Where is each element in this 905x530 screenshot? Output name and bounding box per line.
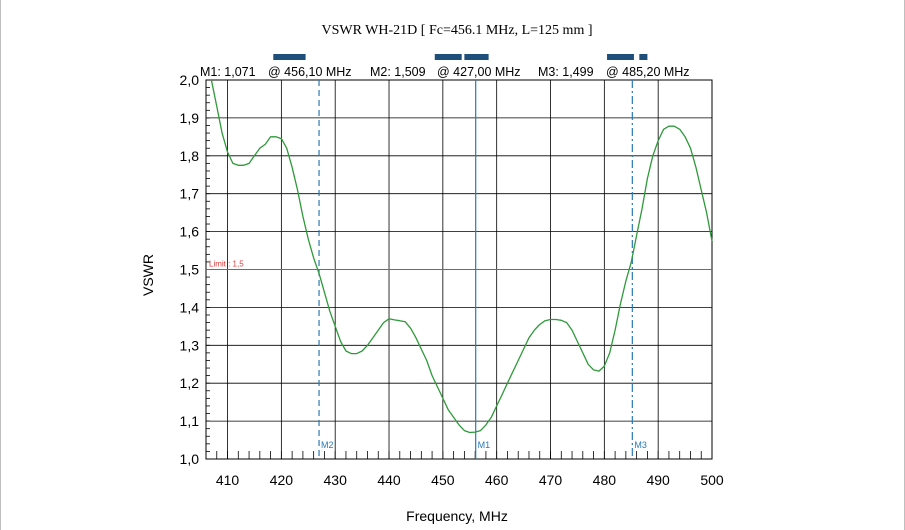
band-bar <box>273 54 306 60</box>
band-bar <box>464 54 489 60</box>
y-tick-labels: 1,0 1,1 1,2 1,3 1,4 1,5 1,6 1,7 1,8 1,9 2,0 <box>180 72 200 467</box>
marker-readouts: M1: 1,071 @ 456,10 MHz M2: 1,509 @ 427,00 M… <box>200 65 690 79</box>
y-tick-label: 1,9 <box>180 110 200 126</box>
y-tick-label: 1,2 <box>180 375 200 391</box>
x-tick-label: 430 <box>324 472 348 488</box>
x-tick-labels: 410 420 430 440 450 460 470 480 490 500 <box>216 472 724 488</box>
x-tick-label: 480 <box>593 472 617 488</box>
band-bar <box>639 54 648 60</box>
marker-readout-freq-m3: @ 485,20 MHz <box>606 65 690 79</box>
x-tick-label: 490 <box>646 472 670 488</box>
band-bar <box>434 54 462 60</box>
x-tick-label: 500 <box>700 472 724 488</box>
x-tick-label: 450 <box>431 472 455 488</box>
y-tick-label: 1,5 <box>180 262 200 278</box>
limit-label: Limit : 1,5 <box>209 260 244 269</box>
y-tick-label: 2,0 <box>180 72 200 88</box>
y-tick-label: 1,8 <box>180 148 200 164</box>
y-tick-label: 1,7 <box>180 186 200 202</box>
x-tick-label: 440 <box>377 472 401 488</box>
x-tick-label: 460 <box>485 472 509 488</box>
y-tick-label: 1,0 <box>180 451 200 467</box>
series-group <box>210 79 713 434</box>
marker-label-m2: M2 <box>321 440 334 450</box>
x-tick-label: 470 <box>539 472 563 488</box>
y-tick-label: 1,1 <box>180 413 200 429</box>
marker-readout-m3: M3: 1,499 <box>538 65 594 79</box>
y-axis-label: VSWR <box>140 254 156 296</box>
limit-line-group: Limit : 1,5 <box>206 260 712 270</box>
markers: M1 M2 M3 <box>318 80 647 459</box>
y-tick-label: 1,6 <box>180 224 200 240</box>
chart-title: VSWR WH-21D [ Fc=456.1 MHz, L=125 mm ] <box>321 23 592 38</box>
minor-ticks <box>205 87 713 459</box>
marker-readout-freq-m2: @ 427,00 MHz <box>437 65 521 79</box>
series-line-vswr <box>210 79 713 434</box>
x-tick-label: 420 <box>270 472 294 488</box>
x-tick-label: 410 <box>216 472 240 488</box>
y-tick-label: 1,4 <box>180 299 200 315</box>
marker-readout-m1: M1: 1,071 <box>200 65 256 79</box>
band-bars <box>273 54 648 60</box>
marker-label-m3: M3 <box>634 440 647 450</box>
x-axis-label: Frequency, MHz <box>406 508 508 524</box>
y-tick-label: 1,3 <box>180 337 200 353</box>
marker-label-m1: M1 <box>478 440 491 450</box>
marker-readout-freq-m1: @ 456,10 MHz <box>268 65 352 79</box>
marker-readout-m2: M2: 1,509 <box>370 65 426 79</box>
band-bar <box>607 54 634 60</box>
